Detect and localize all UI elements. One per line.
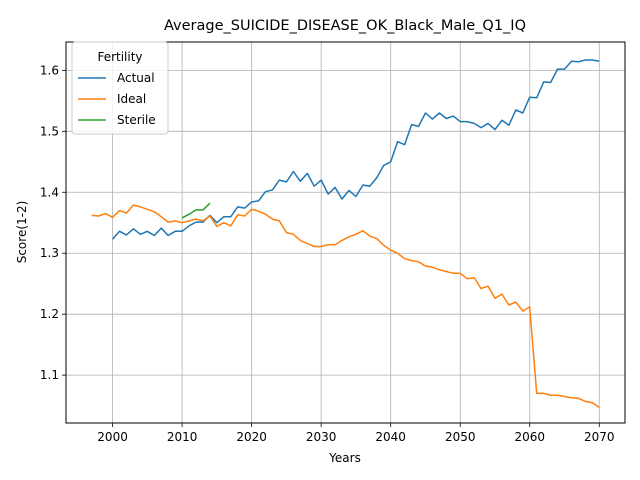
x-tick-label: 2070 [584, 430, 615, 444]
y-axis-label: Score(1-2) [15, 201, 29, 264]
y-tick-label: 1.1 [40, 368, 59, 382]
legend-label-actual: Actual [117, 71, 155, 85]
y-tick-label: 1.3 [40, 246, 59, 260]
legend-items: Actual Ideal Sterile [78, 71, 156, 127]
x-tick-label: 2030 [306, 430, 337, 444]
chart-title: Average_SUICIDE_DISEASE_OK_Black_Male_Q1… [164, 18, 526, 34]
series-line-actual [112, 59, 600, 240]
legend: Fertility Actual Ideal Sterile [71, 41, 169, 135]
x-tick-label: 2020 [236, 430, 267, 444]
x-axis-label: Years [328, 451, 361, 465]
x-tick-label: 2060 [514, 430, 545, 444]
y-tick-label: 1.2 [40, 307, 59, 321]
series-line-ideal [91, 204, 600, 409]
y-tick-label: 1.6 [40, 63, 59, 77]
x-tick-label: 2050 [445, 430, 476, 444]
plot-frame [65, 41, 626, 424]
legend-label-sterile: Sterile [117, 113, 156, 127]
legend-title: Fertility [97, 50, 142, 64]
legend-box [71, 41, 169, 135]
legend-label-ideal: Ideal [117, 92, 146, 106]
grid-lines [66, 42, 625, 423]
y-axis-ticks: 1.1 1.2 1.3 1.4 1.5 1.6 [40, 63, 66, 382]
x-tick-label: 2040 [375, 430, 406, 444]
series-lines [91, 59, 600, 409]
y-tick-label: 1.5 [40, 124, 59, 138]
x-tick-label: 2010 [167, 430, 198, 444]
x-axis-ticks: 2000 2010 2020 2030 2040 2050 2060 2070 [97, 423, 615, 444]
y-tick-label: 1.4 [40, 185, 59, 199]
series-line-sterile [181, 202, 211, 219]
x-tick-label: 2000 [97, 430, 128, 444]
